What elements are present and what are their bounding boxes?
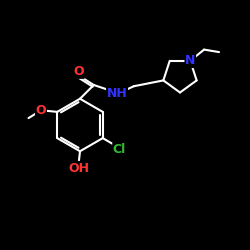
Text: Cl: Cl <box>113 143 126 156</box>
Text: O: O <box>74 65 84 78</box>
Text: N: N <box>185 54 196 67</box>
Text: O: O <box>36 104 46 117</box>
Text: OH: OH <box>68 162 89 174</box>
Text: NH: NH <box>106 87 128 100</box>
